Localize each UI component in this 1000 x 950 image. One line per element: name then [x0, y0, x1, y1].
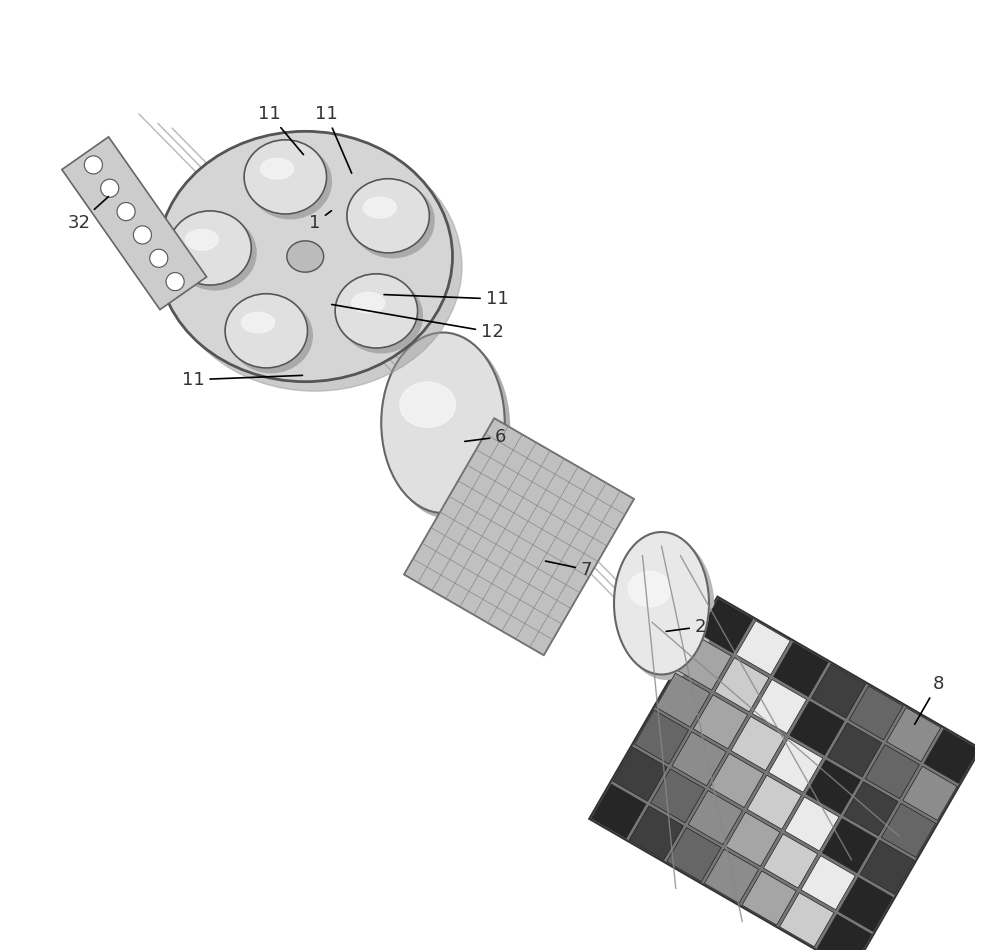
Text: 12: 12	[332, 304, 504, 341]
Polygon shape	[881, 804, 936, 858]
Text: 11: 11	[258, 104, 303, 155]
Polygon shape	[844, 782, 898, 836]
Polygon shape	[629, 806, 683, 860]
Polygon shape	[774, 642, 828, 696]
Polygon shape	[839, 878, 893, 931]
Ellipse shape	[381, 332, 505, 513]
Polygon shape	[742, 871, 796, 925]
Text: 7: 7	[545, 560, 592, 579]
Polygon shape	[698, 599, 753, 653]
Polygon shape	[651, 769, 705, 823]
Ellipse shape	[363, 198, 396, 218]
Text: 11: 11	[182, 370, 302, 389]
Polygon shape	[704, 849, 759, 903]
Polygon shape	[769, 738, 823, 792]
Ellipse shape	[174, 216, 256, 290]
Polygon shape	[166, 273, 184, 291]
Polygon shape	[715, 657, 769, 712]
Text: 1: 1	[309, 211, 332, 232]
Ellipse shape	[169, 211, 251, 285]
Polygon shape	[828, 723, 882, 777]
Polygon shape	[726, 812, 780, 866]
Polygon shape	[693, 694, 748, 749]
Ellipse shape	[352, 183, 434, 257]
Ellipse shape	[185, 230, 218, 250]
Polygon shape	[404, 418, 634, 656]
Polygon shape	[150, 249, 168, 267]
Polygon shape	[865, 745, 919, 799]
Polygon shape	[101, 180, 119, 198]
Ellipse shape	[287, 241, 324, 272]
Polygon shape	[752, 679, 807, 733]
Ellipse shape	[619, 537, 714, 679]
Polygon shape	[763, 834, 818, 888]
Polygon shape	[790, 701, 844, 755]
Polygon shape	[667, 827, 721, 882]
Ellipse shape	[386, 337, 510, 518]
Polygon shape	[806, 760, 860, 814]
Ellipse shape	[340, 278, 422, 352]
Text: 8: 8	[915, 674, 944, 724]
Polygon shape	[801, 856, 855, 910]
Ellipse shape	[230, 298, 312, 372]
Ellipse shape	[614, 532, 709, 674]
Polygon shape	[903, 767, 957, 821]
Text: 32: 32	[68, 197, 108, 232]
Ellipse shape	[168, 141, 462, 391]
Text: 11: 11	[315, 104, 352, 173]
Polygon shape	[817, 915, 872, 950]
Polygon shape	[736, 620, 790, 674]
Ellipse shape	[628, 571, 671, 607]
Polygon shape	[860, 841, 914, 894]
Ellipse shape	[261, 159, 294, 179]
Ellipse shape	[244, 140, 327, 214]
Text: 11: 11	[384, 290, 509, 308]
Ellipse shape	[158, 131, 452, 382]
Ellipse shape	[335, 274, 418, 348]
Polygon shape	[710, 753, 764, 808]
Polygon shape	[887, 708, 941, 762]
Text: 6: 6	[465, 428, 507, 446]
Polygon shape	[677, 636, 731, 690]
Polygon shape	[589, 597, 981, 950]
Ellipse shape	[249, 144, 331, 218]
Polygon shape	[822, 819, 877, 873]
Polygon shape	[688, 790, 742, 845]
Polygon shape	[780, 893, 834, 947]
Ellipse shape	[352, 293, 385, 313]
Polygon shape	[656, 674, 710, 727]
Polygon shape	[747, 775, 801, 829]
Polygon shape	[613, 747, 667, 801]
Polygon shape	[672, 732, 726, 786]
Polygon shape	[634, 710, 689, 764]
Ellipse shape	[242, 313, 275, 332]
Ellipse shape	[347, 179, 429, 253]
Polygon shape	[133, 226, 152, 244]
Ellipse shape	[225, 294, 308, 368]
Polygon shape	[731, 716, 785, 770]
Polygon shape	[592, 784, 646, 838]
Text: 2: 2	[666, 618, 706, 636]
Polygon shape	[924, 730, 978, 784]
Polygon shape	[785, 797, 839, 851]
Polygon shape	[117, 202, 135, 220]
Polygon shape	[811, 664, 866, 718]
Ellipse shape	[400, 382, 455, 428]
Polygon shape	[62, 137, 207, 310]
Polygon shape	[84, 156, 102, 174]
Polygon shape	[849, 686, 903, 740]
